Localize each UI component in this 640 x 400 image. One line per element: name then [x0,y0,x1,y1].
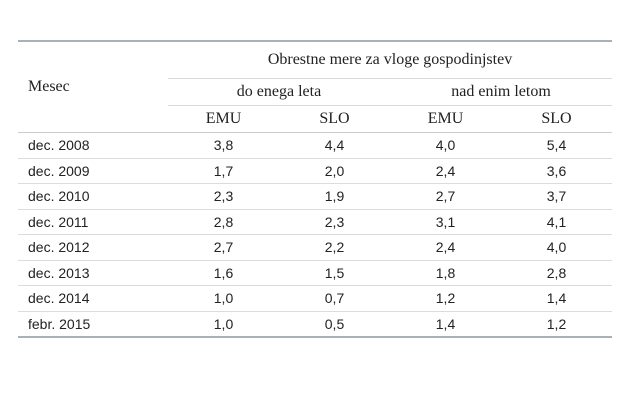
month-cell: febr. 2015 [18,311,168,338]
subgroup-header-over-one-year: nad enim letom [390,78,612,106]
value-cell: 1,0 [168,285,279,312]
value-cell: 1,8 [390,260,501,286]
column-header-slo-short: SLO [279,105,390,133]
month-cell: dec. 2011 [18,209,168,235]
table-row: dec. 2008 3,8 4,4 4,0 5,4 [18,132,612,159]
table-row: dec. 2013 1,6 1,5 1,8 2,8 [18,260,612,286]
value-cell: 1,2 [501,311,612,338]
value-cell: 1,9 [279,183,390,210]
value-cell: 1,2 [390,285,501,312]
month-cell: dec. 2013 [18,260,168,286]
month-cell: dec. 2010 [18,183,168,210]
value-cell: 2,7 [390,183,501,210]
value-cell: 1,4 [390,311,501,338]
value-cell: 1,6 [168,260,279,286]
row-label-header: Mesec [18,40,168,133]
value-cell: 4,1 [501,209,612,235]
column-header-slo-long: SLO [501,105,612,133]
value-cell: 4,0 [501,234,612,261]
table-row: dec. 2014 1,0 0,7 1,2 1,4 [18,285,612,312]
value-cell: 2,8 [501,260,612,286]
table-row: dec. 2010 2,3 1,9 2,7 3,7 [18,183,612,210]
value-cell: 1,7 [168,158,279,184]
value-cell: 4,0 [390,132,501,159]
table-body: dec. 2008 3,8 4,4 4,0 5,4 dec. 2009 1,7 … [18,132,612,338]
interest-rates-table: Mesec Obrestne mere za vloge gospodinjst… [18,40,612,338]
value-cell: 1,0 [168,311,279,338]
value-cell: 2,7 [168,234,279,261]
value-cell: 0,5 [279,311,390,338]
month-cell: dec. 2012 [18,234,168,261]
value-cell: 2,4 [390,234,501,261]
value-cell: 5,4 [501,132,612,159]
value-cell: 1,5 [279,260,390,286]
column-header-emu-short: EMU [168,105,279,133]
value-cell: 0,7 [279,285,390,312]
month-cell: dec. 2009 [18,158,168,184]
table-row: dec. 2012 2,7 2,2 2,4 4,0 [18,234,612,261]
table-row: febr. 2015 1,0 0,5 1,4 1,2 [18,311,612,338]
value-cell: 3,6 [501,158,612,184]
value-cell: 2,0 [279,158,390,184]
table-row: dec. 2009 1,7 2,0 2,4 3,6 [18,158,612,184]
month-cell: dec. 2008 [18,132,168,159]
value-cell: 2,2 [279,234,390,261]
value-cell: 2,4 [390,158,501,184]
group-title-header: Obrestne mere za vloge gospodinjstev [168,40,612,79]
column-header-emu-long: EMU [390,105,501,133]
value-cell: 1,4 [501,285,612,312]
value-cell: 4,4 [279,132,390,159]
table-header: Mesec Obrestne mere za vloge gospodinjst… [18,40,612,133]
value-cell: 3,7 [501,183,612,210]
value-cell: 2,3 [168,183,279,210]
table-row: dec. 2011 2,8 2,3 3,1 4,1 [18,209,612,235]
value-cell: 2,8 [168,209,279,235]
month-cell: dec. 2014 [18,285,168,312]
value-cell: 3,1 [390,209,501,235]
value-cell: 2,3 [279,209,390,235]
interest-rates-table-container: Mesec Obrestne mere za vloge gospodinjst… [18,40,612,338]
subgroup-header-up-to-one-year: do enega leta [168,78,390,106]
value-cell: 3,8 [168,132,279,159]
